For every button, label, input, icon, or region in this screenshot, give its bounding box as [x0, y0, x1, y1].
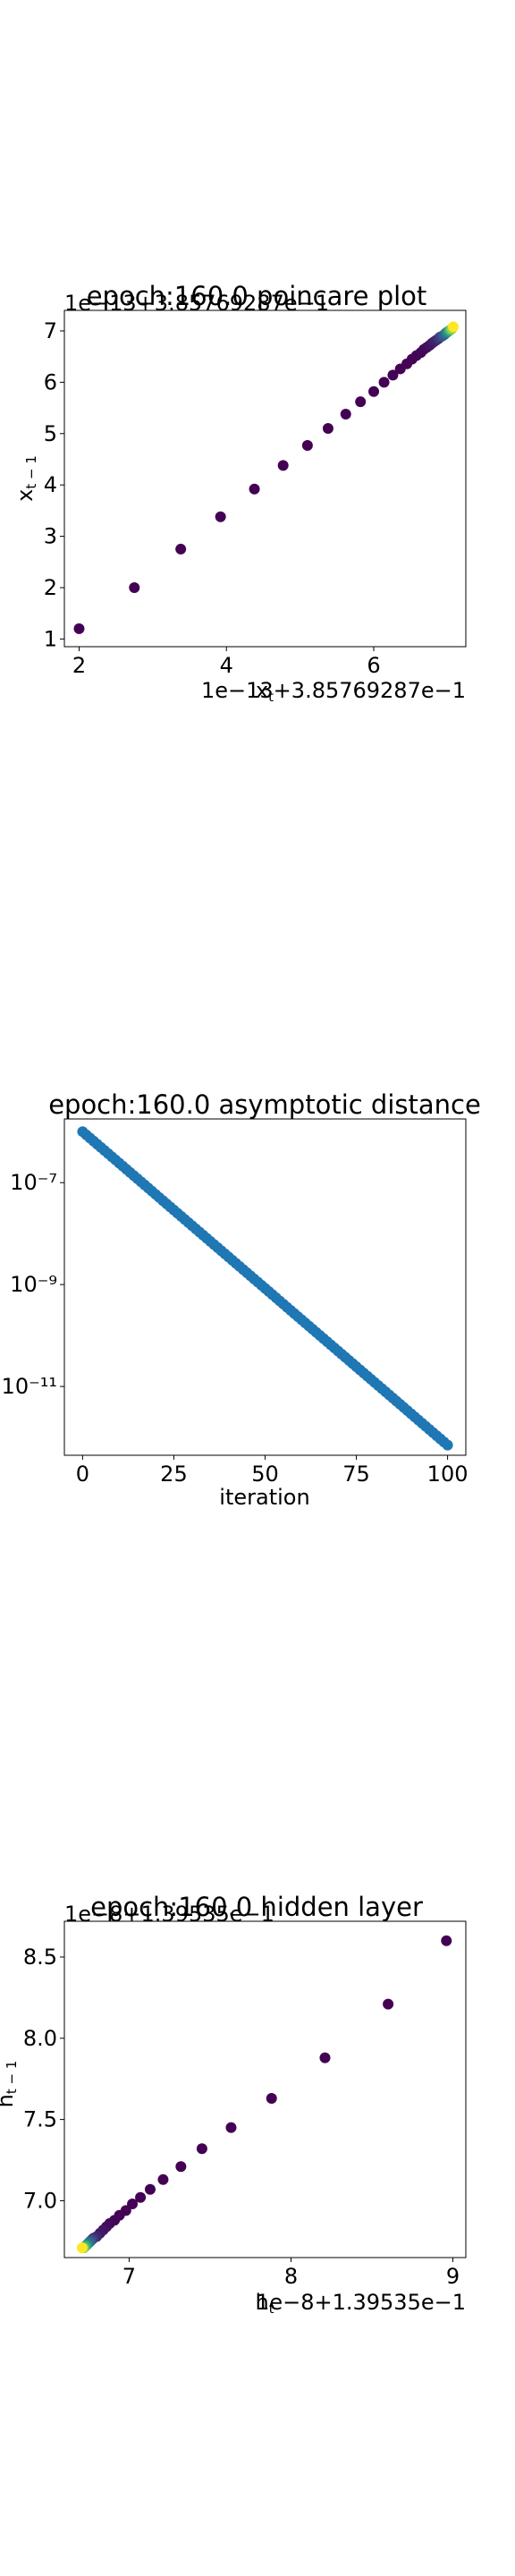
- chart2-x-ticks: 0 25 50 75 100: [76, 1455, 469, 1487]
- chart3-point: [175, 2161, 187, 2173]
- chart1-axes-frame: [63, 309, 467, 648]
- chart2-x-tick-label: 25: [160, 1462, 188, 1487]
- chart1-x-tick-label: 2: [72, 653, 86, 678]
- chart1-x-tick-label: 4: [220, 653, 233, 678]
- chart3-y-tick-label: 7.5: [23, 2107, 57, 2132]
- chart3-point: [319, 2052, 331, 2063]
- chart1-x-tick-label: 6: [367, 653, 380, 678]
- hidden-layer-chart: epoch:160.0 hidden layer 1e−8+1.39535e−1…: [0, 1892, 467, 2317]
- chart1-x-offset: 1e−13+3.85769287e−1: [201, 678, 466, 703]
- chart3-axes-frame: [63, 1920, 467, 2258]
- chart3-point: [127, 2199, 139, 2210]
- chart1-point: [73, 623, 85, 634]
- chart1-y-tick-label: 5: [44, 421, 57, 446]
- asymptotic-distance-chart: epoch:160.0 asymptotic distance 0 25 50 75 1…: [2, 1089, 481, 1510]
- chart1-y-tick-label: 2: [44, 575, 57, 600]
- chart3-y-offset: 1e−8+1.39535e−1: [64, 1902, 274, 1927]
- chart3-x-tick-label: 9: [446, 2264, 460, 2289]
- chart1-y-tick-label: 6: [44, 369, 57, 394]
- chart2-y-tick-label: 10⁻⁷: [10, 1170, 57, 1195]
- chart1-point: [340, 408, 351, 419]
- chart1-point: [447, 321, 459, 333]
- chart1-y-tick-label: 4: [44, 472, 57, 497]
- chart2-x-tick-label: 100: [427, 1462, 469, 1487]
- chart3-point: [266, 2092, 277, 2104]
- chart1-point: [129, 581, 140, 593]
- chart1-title: epoch:160.0 poincare plot: [87, 281, 427, 311]
- chart1-y-offset: 1e−13+3.85769287e−1: [64, 291, 329, 316]
- chart2-y-ticks: 10⁻⁷ 10⁻⁹ 10⁻¹¹: [2, 1170, 64, 1399]
- chart1-plot-area: [73, 321, 459, 634]
- chart3-point: [441, 1935, 452, 1946]
- chart1-point: [387, 369, 399, 381]
- chart2-x-tick-label: 0: [76, 1462, 89, 1487]
- chart1-y-tick-label: 3: [44, 524, 57, 549]
- chart3-point: [225, 2122, 237, 2133]
- poincare-plot-chart: epoch:160.0 poincare plot 1e−13+3.857692…: [13, 281, 467, 705]
- chart3-plot-area: [76, 1935, 452, 2254]
- chart1-y-tick-label: 1: [44, 626, 57, 651]
- chart2-x-axis-label: iteration: [219, 1485, 309, 1510]
- chart3-y-ticks: 7.0 7.5 8.0 8.5: [23, 1945, 64, 2213]
- chart2-y-tick-label: 10⁻⁹: [10, 1272, 57, 1297]
- chart2-plot-area: [77, 1126, 453, 1451]
- chart3-x-offset: 1e−8+1.39535e−1: [256, 2290, 466, 2315]
- chart3-y-axis-label: ht − 1: [0, 2061, 20, 2108]
- chart1-point: [322, 423, 333, 435]
- chart1-x-ticks: 2 4 6: [72, 647, 381, 678]
- chart3-y-tick-label: 7.0: [23, 2188, 57, 2213]
- chart1-point: [368, 386, 380, 397]
- chart3-x-ticks: 7 8 9: [122, 2258, 460, 2289]
- chart2-x-tick-label: 50: [251, 1462, 279, 1487]
- chart1-y-ticks: 1 2 3 4 5 6 7: [44, 318, 64, 651]
- chart3-x-tick-label: 8: [284, 2264, 298, 2289]
- chart1-point: [301, 439, 313, 451]
- chart3-point: [76, 2242, 88, 2254]
- chart3-point: [196, 2143, 207, 2155]
- chart3-point: [135, 2191, 147, 2203]
- chart2-y-tick-label: 10⁻¹¹: [2, 1374, 57, 1399]
- chart1-point: [277, 460, 289, 471]
- chart1-y-tick-label: 7: [44, 318, 57, 343]
- chart1-point: [355, 396, 367, 408]
- chart3-x-tick-label: 7: [122, 2264, 136, 2289]
- chart3-point: [157, 2174, 169, 2185]
- chart3-title: epoch:160.0 hidden layer: [90, 1892, 423, 1922]
- chart1-point: [378, 377, 390, 388]
- chart3-point: [383, 1998, 394, 2010]
- chart2-title: epoch:160.0 asymptotic distance: [48, 1089, 481, 1120]
- chart1-point: [175, 543, 187, 555]
- chart3-y-tick-label: 8.0: [23, 2026, 57, 2051]
- chart1-point: [249, 483, 260, 495]
- chart3-y-tick-label: 8.5: [23, 1945, 57, 1970]
- chart2-x-tick-label: 75: [342, 1462, 370, 1487]
- chart1-point: [215, 511, 226, 522]
- chart2-point: [442, 1439, 453, 1451]
- chart3-point: [144, 2183, 156, 2195]
